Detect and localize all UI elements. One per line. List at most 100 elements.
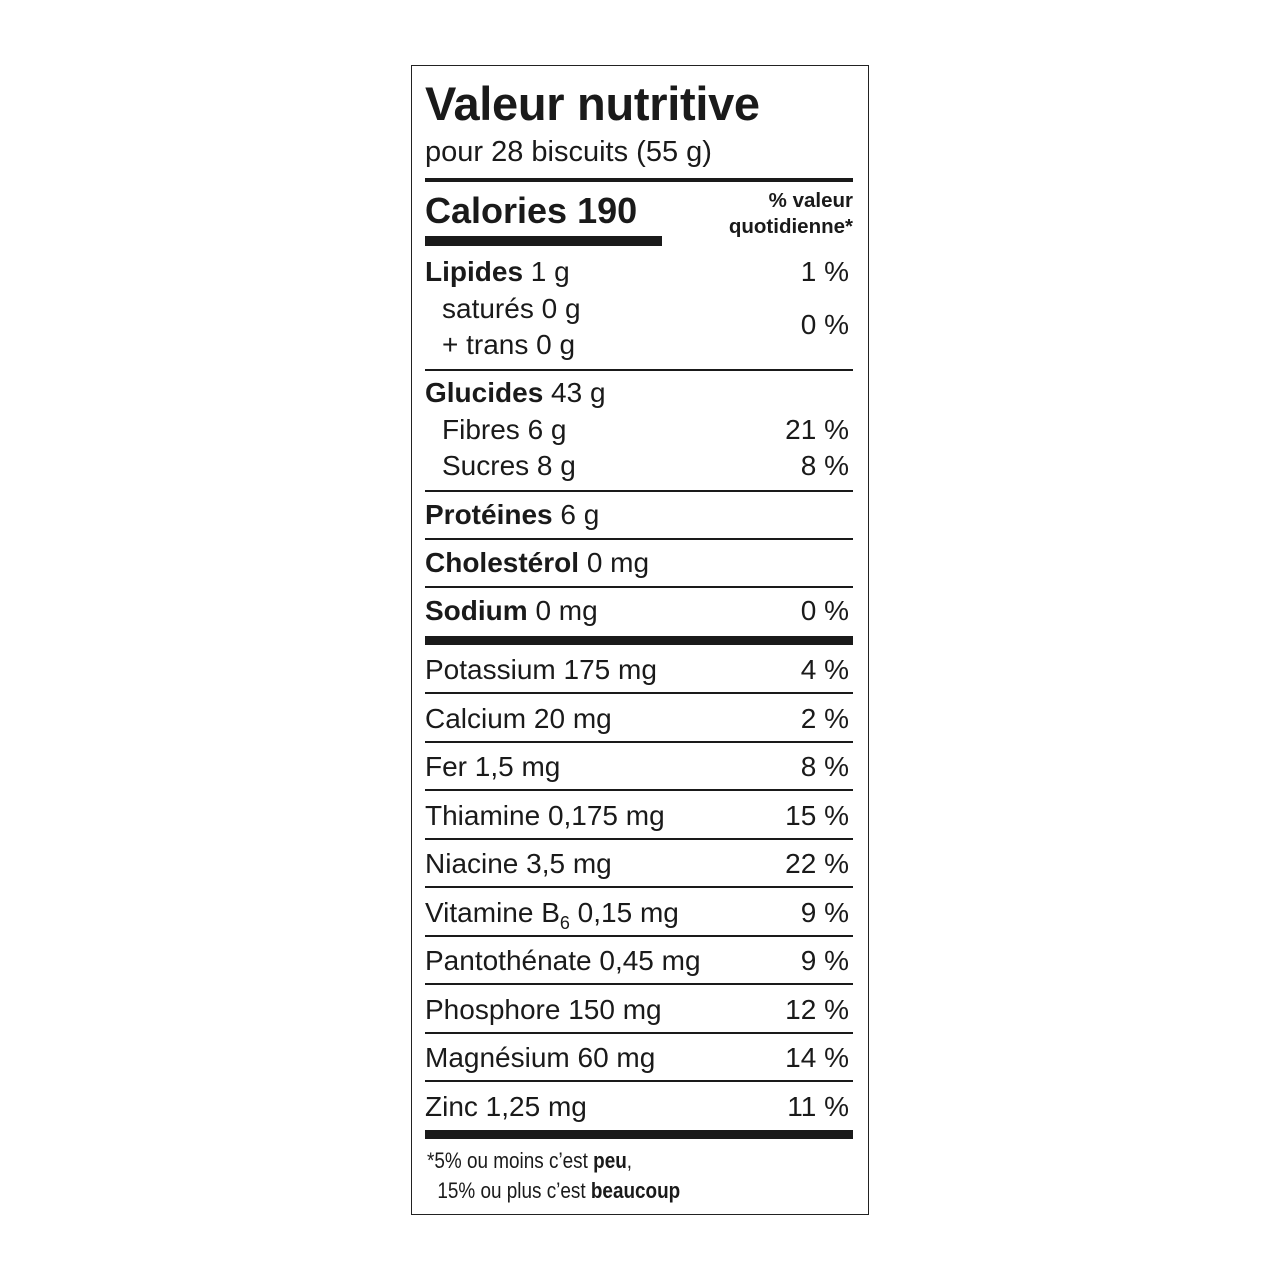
fat-label: Lipides xyxy=(425,256,524,287)
nutrition-facts-label xyxy=(411,65,869,1215)
daily-value-header: % valeur quotidienne* xyxy=(729,188,853,240)
footnote-bold: beaucoup xyxy=(590,1178,681,1203)
cholesterol-label: Cholestérol xyxy=(425,547,580,578)
mineral-name: Zinc 1,25 mg xyxy=(425,1091,587,1123)
mineral-row: Magnésium 60 mg 14 % xyxy=(425,1042,849,1074)
divider xyxy=(425,1031,853,1034)
protein-amount: 6 g xyxy=(560,499,600,530)
divider xyxy=(425,538,853,540)
mineral-name-text: Vitamine B xyxy=(425,896,560,928)
mineral-name-text: Pantothénate 0,45 mg xyxy=(425,945,701,976)
sodium-amount: 0 mg xyxy=(535,595,598,626)
mineral-row: Pantothénate 0,45 mg 9 % xyxy=(425,945,849,977)
mineral-name: Potassium 175 mg xyxy=(425,654,657,686)
fat-amount: 1 g xyxy=(530,256,570,287)
fat-row: Lipides 1 g 1 % xyxy=(425,256,849,288)
carbs-amount: 43 g xyxy=(551,377,606,408)
cholesterol-amount: 0 mg xyxy=(586,547,650,578)
fat-dv: 1 % xyxy=(800,256,849,287)
mineral-name: Calcium 20 mg xyxy=(425,703,612,735)
sodium-label: Sodium xyxy=(425,595,528,626)
mineral-dv: 8 % xyxy=(800,751,849,782)
mineral-name: Magnésium 60 mg xyxy=(425,1042,655,1074)
divider xyxy=(425,740,853,743)
mineral-name-text: Zinc 1,25 mg xyxy=(425,1090,587,1122)
mineral-row: Niacine 3,5 mg 22 % xyxy=(425,848,849,880)
footnote-bold: peu xyxy=(593,1148,627,1173)
divider xyxy=(425,586,853,588)
mineral-row: Phosphore 150 mg 12 % xyxy=(425,994,849,1026)
mineral-amount: 0,15 mg xyxy=(569,896,679,928)
fibre-dv: 21 % xyxy=(785,414,849,445)
carbs-label: Glucides xyxy=(425,377,544,408)
label-title: Valeur nutritive xyxy=(425,77,760,130)
protein-label: Protéines xyxy=(425,499,553,530)
footnote-text: 15% ou plus c’est xyxy=(437,1178,591,1203)
divider xyxy=(425,886,853,888)
dv-header-line1: % valeur xyxy=(768,189,853,212)
mineral-dv: 11 % xyxy=(787,1090,849,1122)
mineral-name: Fer 1,5 mg xyxy=(425,751,560,783)
footnote-text: *5% ou moins c’est xyxy=(427,1148,594,1173)
mineral-name-text: Niacine 3,5 mg xyxy=(425,848,612,879)
mineral-dv: 12 % xyxy=(785,993,849,1025)
cholesterol-row: Cholestérol 0 mg xyxy=(425,547,849,579)
sodium-row: Sodium 0 mg 0 % xyxy=(425,595,849,627)
mineral-row: Thiamine 0,175 mg 15 % xyxy=(425,800,849,832)
fibre: Fibres 6 g xyxy=(442,414,567,445)
saturated-fat: saturés 0 g xyxy=(442,293,581,324)
footnote: *5% ou moins c’est peu, 15% ou plus c’es… xyxy=(427,1146,680,1206)
mineral-name-text: Thiamine 0,175 mg xyxy=(425,799,665,831)
mineral-dv: 14 % xyxy=(785,1042,849,1073)
calories-value: 190 xyxy=(577,190,638,231)
mineral-name: Pantothénate 0,45 mg xyxy=(425,945,701,977)
divider xyxy=(425,983,853,985)
mineral-row: Calcium 20 mg 2 % xyxy=(425,703,849,735)
mineral-name: Phosphore 150 mg xyxy=(425,994,662,1026)
sugars: Sucres 8 g xyxy=(442,450,576,481)
serving-size: pour 28 biscuits (55 g) xyxy=(425,136,712,168)
divider xyxy=(425,789,853,791)
mineral-dv: 9 % xyxy=(800,896,849,928)
divider xyxy=(425,692,853,694)
mineral-dv: 2 % xyxy=(800,702,849,734)
mineral-name: Vitamine B6 0,15 mg xyxy=(425,896,679,932)
mineral-dv: 9 % xyxy=(800,945,849,976)
mineral-dv: 4 % xyxy=(800,654,849,685)
mineral-name: Thiamine 0,175 mg xyxy=(425,800,665,832)
mineral-name-text: Potassium 175 mg xyxy=(425,654,657,685)
dv-header-line2: quotidienne* xyxy=(728,215,853,238)
calories: Calories 190 xyxy=(425,190,637,232)
mineral-subscript: 6 xyxy=(559,912,570,933)
sugars-row: Sucres 8 g 8 % xyxy=(425,450,849,482)
mineral-name-text: Calcium 20 mg xyxy=(425,702,612,734)
mineral-name-text: Phosphore 150 mg xyxy=(425,993,662,1025)
sugars-dv: 8 % xyxy=(800,450,849,481)
sat-trans-dv-row: 0 % xyxy=(425,309,849,341)
thick-divider xyxy=(425,636,853,645)
fibre-row: Fibres 6 g 21 % xyxy=(425,414,849,446)
calories-underline xyxy=(425,236,662,246)
divider xyxy=(425,178,853,182)
calories-label: Calories xyxy=(425,190,568,231)
trans-row: + trans 0 g xyxy=(425,329,849,361)
mineral-dv: 15 % xyxy=(785,799,849,831)
divider xyxy=(425,1080,853,1082)
sat-trans-dv: 0 % xyxy=(800,309,849,340)
mineral-name-text: Magnésium 60 mg xyxy=(425,1042,656,1073)
sodium-dv: 0 % xyxy=(800,595,849,626)
divider xyxy=(425,934,853,937)
saturated-row: saturés 0 g xyxy=(425,293,849,325)
protein-row: Protéines 6 g xyxy=(425,499,849,531)
divider xyxy=(425,837,853,840)
footnote-text: , xyxy=(626,1148,633,1173)
trans-fat: + trans 0 g xyxy=(442,329,576,360)
carbs-row: Glucides 43 g xyxy=(425,377,849,409)
thick-divider xyxy=(425,1130,853,1139)
divider xyxy=(425,490,853,492)
mineral-name-text: Fer 1,5 mg xyxy=(425,751,561,782)
mineral-row: Vitamine B6 0,15 mg 9 % xyxy=(425,896,849,932)
mineral-name: Niacine 3,5 mg xyxy=(425,848,612,880)
mineral-row: Zinc 1,25 mg 11 % xyxy=(425,1091,849,1123)
mineral-row: Fer 1,5 mg 8 % xyxy=(425,751,849,783)
